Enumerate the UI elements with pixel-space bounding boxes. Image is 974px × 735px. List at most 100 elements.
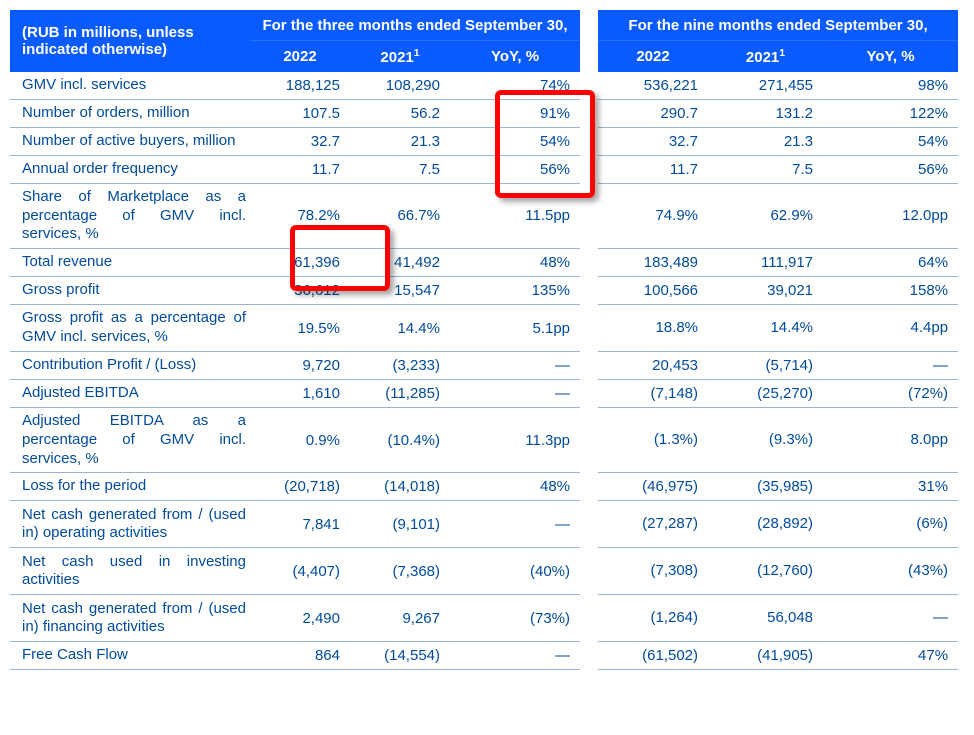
table-row: Adjusted EBITDA as a percentage of GMV i… [10, 408, 580, 473]
table-row: Net cash generated from / (used in) fina… [10, 595, 580, 642]
table-row: Net cash generated from / (used in) oper… [10, 501, 580, 548]
cell-9m-yoy: — [823, 351, 958, 379]
cell-3m-2022: (20,718) [250, 473, 350, 501]
cell-9m-2021: 271,455 [708, 72, 823, 99]
cell-3m-2022: 32.7 [250, 127, 350, 155]
cell-3m-2021: 14.4% [350, 305, 450, 352]
cell-9m-2021: 7.5 [708, 155, 823, 183]
table-row: Free Cash Flow864(14,554)— [10, 642, 580, 670]
cell-9m-2021: (9.3%) [708, 407, 823, 472]
table-left-head: (RUB in millions, unless indicated other… [10, 10, 580, 72]
cell-3m-2022: 7,841 [250, 501, 350, 548]
row-label: Net cash generated from / (used in) oper… [10, 501, 250, 548]
table-right-body: 536,221271,45598%290.7131.2122%32.721.35… [598, 72, 958, 669]
table-row: Number of active buyers, million32.721.3… [10, 127, 580, 155]
cell-9m-2021: (35,985) [708, 472, 823, 500]
cell-9m-2022: 100,566 [598, 276, 708, 304]
row-label: Number of orders, million [10, 99, 250, 127]
header-9m-yoy: YoY, % [823, 41, 958, 73]
header-three-months: For the three months ended September 30, [250, 10, 580, 41]
cell-3m-2022: 9,720 [250, 352, 350, 380]
cell-3m-yoy: — [450, 642, 580, 670]
row-label: GMV incl. services [10, 72, 250, 99]
cell-3m-2022: (4,407) [250, 548, 350, 595]
cell-9m-yoy: (72%) [823, 379, 958, 407]
row-label: Adjusted EBITDA as a percentage of GMV i… [10, 408, 250, 473]
row-label: Annual order frequency [10, 155, 250, 183]
cell-3m-2021: (10.4%) [350, 408, 450, 473]
table-row: Total revenue61,39641,49248% [10, 249, 580, 277]
cell-9m-2021: (41,905) [708, 641, 823, 669]
table-row: (46,975)(35,985)31% [598, 472, 958, 500]
cell-9m-yoy: 98% [823, 72, 958, 99]
cell-3m-2022: 78.2% [250, 183, 350, 248]
cell-3m-2021: 56.2 [350, 99, 450, 127]
cell-3m-yoy: 11.5pp [450, 183, 580, 248]
cell-3m-2021: (7,368) [350, 548, 450, 595]
table-row: Gross profit as a percentage of GMV incl… [10, 305, 580, 352]
table-left-body: GMV incl. services188,125108,29074%Numbe… [10, 72, 580, 670]
table-row: Share of Marketplace as a percentage of … [10, 183, 580, 248]
cell-3m-yoy: 56% [450, 155, 580, 183]
cell-3m-2022: 864 [250, 642, 350, 670]
table-row: Net cash used in investing activities(4,… [10, 548, 580, 595]
table-nine-months: For the nine months ended September 30, … [598, 10, 958, 670]
table-row: 11.77.556% [598, 155, 958, 183]
table-row: (7,308)(12,760)(43%) [598, 547, 958, 594]
cell-3m-yoy: 11.3pp [450, 408, 580, 473]
cell-3m-2021: (14,554) [350, 642, 450, 670]
cell-9m-yoy: (43%) [823, 547, 958, 594]
cell-9m-2021: 131.2 [708, 99, 823, 127]
row-label: Loss for the period [10, 473, 250, 501]
cell-9m-2022: 11.7 [598, 155, 708, 183]
cell-9m-yoy: 12.0pp [823, 183, 958, 248]
cell-3m-2021: (14,018) [350, 473, 450, 501]
row-label: Number of active buyers, million [10, 127, 250, 155]
table-row: 74.9%62.9%12.0pp [598, 183, 958, 248]
cell-9m-2021: 56,048 [708, 594, 823, 641]
table-row: Number of orders, million107.556.291% [10, 99, 580, 127]
cell-9m-yoy: — [823, 594, 958, 641]
table-row: Annual order frequency11.77.556% [10, 155, 580, 183]
table-row: Gross profit36,61215,547135% [10, 277, 580, 305]
cell-3m-yoy: — [450, 352, 580, 380]
cell-3m-2021: 41,492 [350, 249, 450, 277]
cell-9m-2022: (7,148) [598, 379, 708, 407]
cell-9m-2021: 111,917 [708, 248, 823, 276]
cell-3m-2022: 1,610 [250, 380, 350, 408]
tables-wrap: (RUB in millions, unless indicated other… [10, 10, 964, 670]
table-row: (1.3%)(9.3%)8.0pp [598, 407, 958, 472]
cell-9m-2022: (1.3%) [598, 407, 708, 472]
cell-9m-2022: (1,264) [598, 594, 708, 641]
cell-9m-yoy: 31% [823, 472, 958, 500]
cell-3m-2022: 188,125 [250, 72, 350, 99]
row-label: Net cash used in investing activities [10, 548, 250, 595]
table-row: 18.8%14.4%4.4pp [598, 304, 958, 351]
cell-9m-2022: 290.7 [598, 99, 708, 127]
cell-3m-yoy: (40%) [450, 548, 580, 595]
table-row: 32.721.354% [598, 127, 958, 155]
table-row: Loss for the period(20,718)(14,018)48% [10, 473, 580, 501]
cell-3m-2022: 107.5 [250, 99, 350, 127]
header-3m-2021: 20211 [350, 41, 450, 73]
cell-9m-yoy: 54% [823, 127, 958, 155]
cell-3m-2021: 108,290 [350, 72, 450, 99]
table-row: 290.7131.2122% [598, 99, 958, 127]
cell-3m-yoy: (73%) [450, 595, 580, 642]
cell-9m-2022: (46,975) [598, 472, 708, 500]
row-label: Free Cash Flow [10, 642, 250, 670]
table-row: (1,264)56,048— [598, 594, 958, 641]
table-row: (7,148)(25,270)(72%) [598, 379, 958, 407]
table-row: 183,489111,91764% [598, 248, 958, 276]
cell-3m-2021: (11,285) [350, 380, 450, 408]
cell-9m-yoy: 122% [823, 99, 958, 127]
row-label: Adjusted EBITDA [10, 380, 250, 408]
table-right-head: For the nine months ended September 30, … [598, 10, 958, 72]
header-3m-yoy: YoY, % [450, 41, 580, 73]
cell-3m-2021: 7.5 [350, 155, 450, 183]
cell-3m-yoy: 48% [450, 249, 580, 277]
cell-3m-2021: (3,233) [350, 352, 450, 380]
cell-9m-2021: 39,021 [708, 276, 823, 304]
cell-9m-yoy: 158% [823, 276, 958, 304]
header-9m-2022: 2022 [598, 41, 708, 73]
